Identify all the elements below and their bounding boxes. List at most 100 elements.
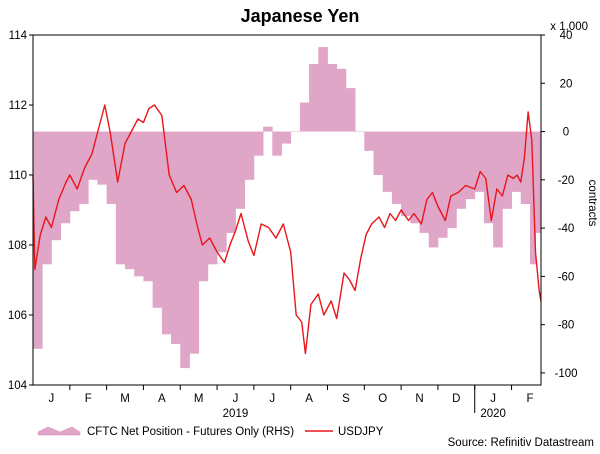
cftc-bar <box>60 131 71 224</box>
cftc-bar <box>428 131 439 248</box>
cftc-bar <box>391 131 402 204</box>
cftc-bar <box>529 131 536 265</box>
right-axis-label: contracts <box>586 180 598 227</box>
cftc-bar <box>382 131 393 192</box>
month-label: J <box>233 393 239 405</box>
right-tick-label: 20 <box>560 78 573 90</box>
cftc-bar <box>272 131 282 156</box>
year-label: 2019 <box>223 408 249 420</box>
cftc-bar <box>263 126 273 132</box>
month-label: M <box>120 393 130 405</box>
cftc-area-series <box>33 47 542 369</box>
month-label: S <box>342 393 350 405</box>
cftc-bar <box>511 131 522 192</box>
usdjpy-line <box>32 104 542 355</box>
cftc-bar <box>244 131 255 180</box>
cftc-bar <box>345 88 356 132</box>
cftc-bar <box>51 131 62 241</box>
left-tick-label: 104 <box>8 380 28 392</box>
month-label: F <box>526 393 533 405</box>
cftc-bar <box>235 131 246 209</box>
cftc-bar <box>189 131 200 354</box>
cftc-bar <box>336 68 347 132</box>
cftc-bar <box>290 131 301 133</box>
right-tick-label: -20 <box>558 175 575 187</box>
cftc-bar <box>465 131 476 200</box>
month-label: O <box>378 393 387 405</box>
right-axis: -100 -80 -60 -40 -20 0 20 40 <box>541 30 578 380</box>
cftc-bar <box>327 63 338 132</box>
cftc-bar <box>33 131 43 349</box>
right-tick-label: -80 <box>558 320 575 332</box>
x-axis: J F M A M J J A S O N D J F 2019 2020 <box>49 385 533 420</box>
cftc-bar <box>355 131 365 133</box>
chart-title: Japanese Yen <box>241 6 360 26</box>
cftc-bar <box>152 131 163 308</box>
cftc-bar <box>97 131 108 185</box>
left-tick-label: 108 <box>8 240 27 252</box>
cftc-bar <box>318 47 328 132</box>
cftc-bar <box>42 131 52 265</box>
cftc-bar <box>88 131 98 180</box>
right-tick-label: 40 <box>560 30 573 42</box>
left-axis: 104 106 108 110 112 114 <box>8 30 33 392</box>
cftc-bar <box>299 102 310 132</box>
legend: CFTC Net Position - Futures Only (RHS) U… <box>37 426 384 438</box>
cftc-bar <box>364 131 374 151</box>
legend-area-swatch <box>37 426 81 436</box>
cftc-bar <box>535 131 542 233</box>
source-note: Source: Refinitiv Datastream <box>448 437 594 449</box>
month-label: N <box>415 393 423 405</box>
cftc-bar <box>226 131 236 233</box>
cftc-bar <box>474 131 485 192</box>
month-label: D <box>452 393 460 405</box>
left-tick-label: 106 <box>8 310 27 322</box>
cftc-bar <box>143 131 154 282</box>
plot-frame <box>32 34 542 386</box>
cftc-bar <box>69 131 80 212</box>
month-label: A <box>158 393 166 405</box>
month-label: F <box>85 393 92 405</box>
month-label: J <box>49 393 55 405</box>
right-tick-label: 0 <box>563 127 569 139</box>
right-tick-label: -100 <box>554 368 577 380</box>
cftc-bar <box>447 131 457 229</box>
cftc-bar <box>410 131 420 224</box>
cftc-bar <box>373 131 384 175</box>
cftc-bar <box>106 131 117 204</box>
month-label: J <box>490 393 496 405</box>
cftc-bar <box>483 131 494 224</box>
cftc-bar <box>180 131 190 369</box>
cftc-bar <box>520 131 531 204</box>
cftc-bar <box>134 131 144 277</box>
legend-label-usdjpy: USDJPY <box>338 426 384 438</box>
cftc-bar <box>401 131 411 217</box>
cftc-bar <box>79 131 89 204</box>
right-axis-multiplier: x 1,000 <box>550 21 588 33</box>
cftc-bar <box>171 131 181 344</box>
cftc-bar <box>115 131 126 265</box>
cftc-bar <box>125 131 135 270</box>
cftc-bar <box>502 131 512 209</box>
left-tick-label: 112 <box>9 100 27 112</box>
month-label: M <box>194 393 204 405</box>
left-tick-label: 110 <box>9 170 27 182</box>
cftc-bar <box>198 131 209 282</box>
cftc-bar <box>253 131 264 156</box>
cftc-bar <box>217 131 227 253</box>
right-tick-label: -60 <box>558 271 575 283</box>
cftc-bar <box>281 131 292 144</box>
month-label: J <box>269 393 275 405</box>
legend-label-cftc: CFTC Net Position - Futures Only (RHS) <box>87 426 294 438</box>
left-tick-label: 114 <box>9 30 28 42</box>
cftc-bar <box>456 131 466 209</box>
cftc-bar <box>309 63 319 132</box>
cftc-bar <box>161 131 172 335</box>
year-label: 2020 <box>480 408 506 420</box>
cftc-bar <box>419 131 430 233</box>
usdjpy-line-series <box>32 104 542 355</box>
cftc-bar <box>437 131 448 238</box>
month-label: A <box>305 393 313 405</box>
cftc-bar <box>207 131 218 265</box>
